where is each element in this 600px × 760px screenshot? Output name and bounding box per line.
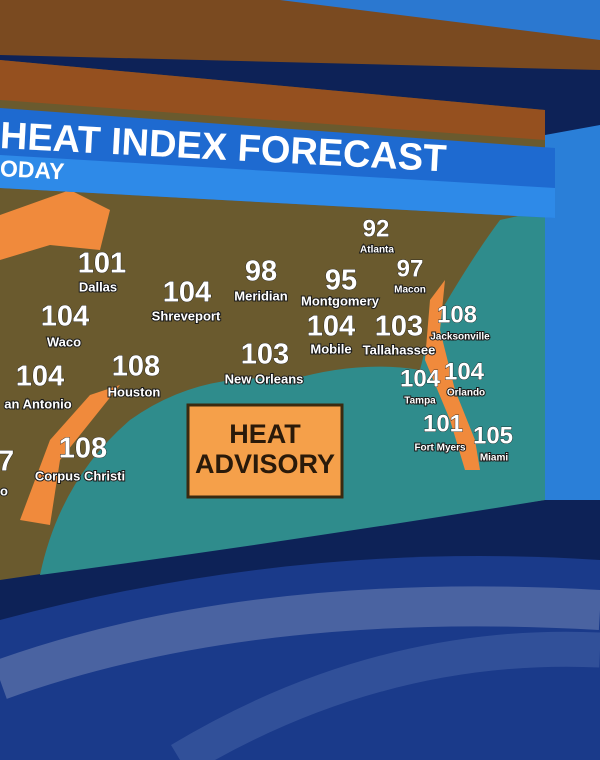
temperature: 104 xyxy=(444,358,485,385)
city-name: Atlanta xyxy=(360,245,394,256)
temperature: 101 xyxy=(423,410,463,437)
temperature: 101 xyxy=(78,248,126,280)
city-name: Orlando xyxy=(447,388,485,399)
advisory-text: ADVISORY xyxy=(195,449,335,479)
city-name: Fort Myers xyxy=(414,443,466,454)
city-name: Meridian xyxy=(234,288,288,303)
temperature: 104 xyxy=(307,311,355,343)
subtitle: ODAY xyxy=(0,155,65,184)
temperature: 108 xyxy=(59,433,107,465)
temperature: 108 xyxy=(112,351,160,383)
temperature: 104 xyxy=(41,301,89,333)
city-name: Jacksonville xyxy=(430,332,490,343)
temperature: 103 xyxy=(241,339,289,371)
city-name: Montgomery xyxy=(301,293,380,308)
temperature: 98 xyxy=(245,256,277,288)
temperature: 92 xyxy=(363,215,390,242)
temperature: 108 xyxy=(437,301,477,328)
city-name: Corpus Christi xyxy=(35,468,125,483)
temperature: 97 xyxy=(397,255,424,282)
subtitle-bar xyxy=(0,155,555,218)
city-name: Mobile xyxy=(310,341,351,356)
temperature: 104 xyxy=(163,277,211,309)
city-name: Macon xyxy=(394,285,426,296)
map-heat-north xyxy=(0,60,545,140)
map-water xyxy=(40,210,545,575)
floor-curve xyxy=(0,586,600,699)
temperature: 105 xyxy=(473,422,513,449)
city-name: o xyxy=(0,483,8,498)
temperature: 103 xyxy=(375,311,423,343)
city-name: Miami xyxy=(480,453,509,464)
floor-curve xyxy=(171,631,600,760)
map-advisory-zone xyxy=(20,385,120,525)
map-advisory-zone xyxy=(425,280,480,470)
city-name: Dallas xyxy=(79,279,117,294)
map-advisory-zone xyxy=(0,190,110,260)
city-name: Waco xyxy=(47,334,81,349)
city-name: Tampa xyxy=(404,396,436,407)
city-name: New Orleans xyxy=(225,371,304,386)
temperature: 7 xyxy=(0,446,14,478)
city-name: Shreveport xyxy=(152,308,221,323)
advisory-text: HEAT xyxy=(229,419,301,449)
temperature: 104 xyxy=(16,361,64,393)
side-screen xyxy=(545,125,600,500)
temperature: 95 xyxy=(325,265,357,297)
city-name: an Antonio xyxy=(4,396,71,411)
temperature: 104 xyxy=(400,365,441,392)
city-name: Houston xyxy=(108,384,161,399)
screen-frame xyxy=(280,0,600,40)
advisory-box xyxy=(186,403,344,499)
city-name: Tallahassee xyxy=(363,342,436,357)
